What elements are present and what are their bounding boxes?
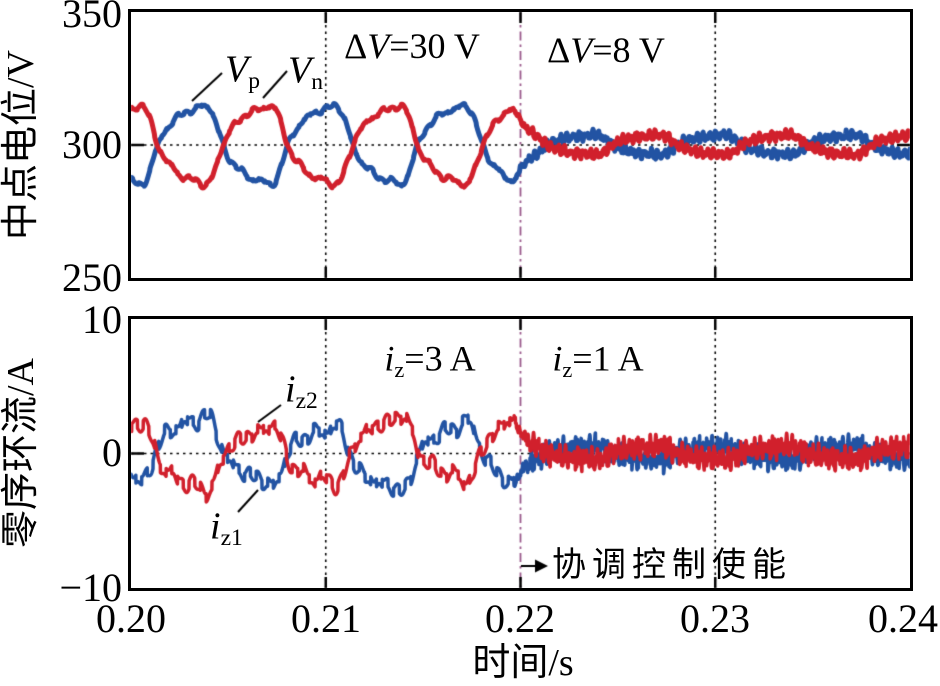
curve-label-iz1: iz1 xyxy=(210,505,243,552)
ytick-300: 300 xyxy=(62,122,122,167)
annotation-dv-8v: ΔV=8 V xyxy=(547,30,665,70)
annotation-iz-1a: iz=1 A xyxy=(552,338,644,382)
ytick-350: 350 xyxy=(62,0,122,36)
xtick-021: 0.21 xyxy=(291,596,361,641)
annotation-dv-30v: ΔV=30 V xyxy=(344,26,480,66)
curve-label-iz2: iz2 xyxy=(285,368,318,415)
x-axis-title: 时间/s xyxy=(472,642,574,684)
curve-label-vp: Vp xyxy=(225,48,260,95)
xtick-022: 0.22 xyxy=(485,596,555,641)
voltage-panel-frame xyxy=(128,9,913,281)
ytick-10: 10 xyxy=(82,297,122,342)
ytick-250: 250 xyxy=(62,255,122,300)
ytick-0: 0 xyxy=(102,430,122,475)
ytick-neg10: −10 xyxy=(59,565,122,610)
current-panel-frame xyxy=(128,316,913,591)
xtick-023: 0.23 xyxy=(680,596,750,641)
curve-label-vn: Vn xyxy=(288,49,323,96)
xtick-024: 0.24 xyxy=(868,596,938,641)
xtick-020: 0.20 xyxy=(96,596,166,641)
y-axis-title-voltage: 中点电位/V xyxy=(0,49,42,241)
event-annotation-label: 协调控制使能 xyxy=(552,547,792,584)
y-axis-title-current: 零序环流/A xyxy=(0,357,42,549)
annotation-iz-3a: iz=3 A xyxy=(384,338,476,382)
